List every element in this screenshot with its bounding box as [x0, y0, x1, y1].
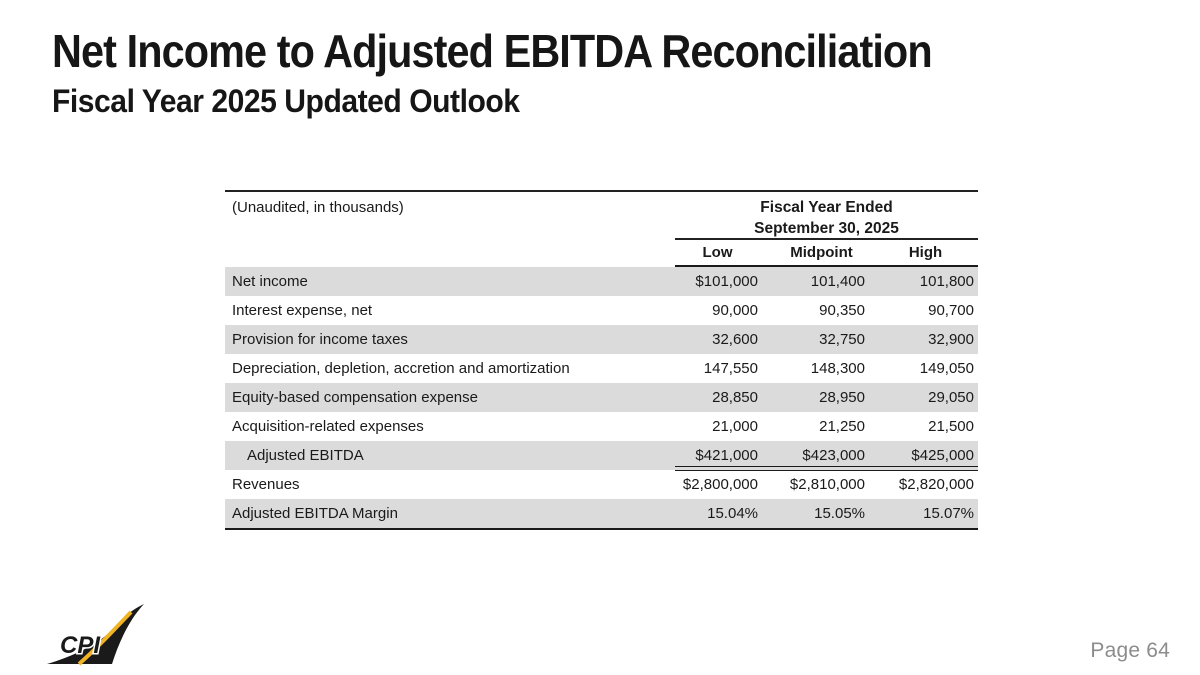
table-body: Net income $101,000 101,400 101,800 Inte…	[225, 267, 978, 530]
row-label: Equity-based compensation expense	[232, 389, 478, 406]
value-high: 149,050	[919, 360, 974, 377]
value-low: 21,000	[712, 418, 758, 435]
period-header-line2: September 30, 2025	[754, 220, 899, 237]
column-header-midpoint: Midpoint	[790, 244, 853, 261]
value-midpoint: 28,950	[819, 389, 865, 406]
table-row: Adjusted EBITDA Margin 15.04% 15.05% 15.…	[225, 499, 978, 528]
title-block: Net Income to Adjusted EBITDA Reconcilia…	[52, 25, 1029, 119]
value-low: $101,000	[695, 273, 758, 290]
logo-text: CPI	[60, 632, 101, 659]
cpi-logo: CPI	[46, 601, 146, 667]
row-label: Revenues	[232, 476, 300, 493]
value-high: 15.07%	[923, 505, 974, 522]
row-label: Provision for income taxes	[232, 331, 408, 348]
value-midpoint: 32,750	[819, 331, 865, 348]
page-number: Page 64	[1090, 639, 1170, 662]
value-low: $2,800,000	[682, 476, 758, 493]
value-midpoint: $2,810,000	[789, 476, 865, 493]
value-midpoint: 90,350	[819, 302, 865, 319]
value-high: 101,800	[919, 273, 974, 290]
table-header: (Unaudited, in thousands) Fiscal Year En…	[225, 192, 978, 240]
row-label: Adjusted EBITDA	[247, 447, 364, 464]
value-low: 15.04%	[707, 505, 758, 522]
reconciliation-table: (Unaudited, in thousands) Fiscal Year En…	[225, 190, 978, 530]
table-row: Equity-based compensation expense 28,850…	[225, 383, 978, 412]
row-label: Acquisition-related expenses	[232, 418, 424, 435]
table-row-adjusted-ebitda: Adjusted EBITDA $421,000 $423,000 $425,0…	[225, 441, 978, 471]
value-midpoint: $423,000	[802, 447, 865, 464]
column-header-high: High	[908, 244, 943, 261]
column-header-low: Low	[702, 244, 733, 261]
value-low: $421,000	[695, 447, 758, 464]
period-header-line1: Fiscal Year Ended	[760, 199, 893, 216]
row-label: Adjusted EBITDA Margin	[232, 505, 398, 522]
table-row: Net income $101,000 101,400 101,800	[225, 267, 978, 296]
table-row: Depreciation, depletion, accretion and a…	[225, 354, 978, 383]
table-row: Acquisition-related expenses 21,000 21,2…	[225, 412, 978, 441]
page-title: Net Income to Adjusted EBITDA Reconcilia…	[52, 25, 933, 77]
column-header-spacer	[225, 240, 675, 267]
period-header: Fiscal Year Ended September 30, 2025	[675, 192, 978, 240]
road-logo-icon: CPI	[47, 604, 144, 666]
table-row: Interest expense, net 90,000 90,350 90,7…	[225, 296, 978, 325]
page-subtitle: Fiscal Year 2025 Updated Outlook	[52, 82, 520, 119]
value-low: 147,550	[703, 360, 758, 377]
value-high: $2,820,000	[898, 476, 974, 493]
unaudited-note: (Unaudited, in thousands)	[232, 199, 404, 216]
value-high: $425,000	[911, 447, 974, 464]
table-row: Provision for income taxes 32,600 32,750…	[225, 325, 978, 354]
value-midpoint: 148,300	[810, 360, 865, 377]
value-high: 21,500	[928, 418, 974, 435]
value-low: 32,600	[712, 331, 758, 348]
value-midpoint: 21,250	[819, 418, 865, 435]
value-low: 28,850	[712, 389, 758, 406]
value-midpoint: 15.05%	[814, 505, 865, 522]
row-label: Interest expense, net	[232, 302, 373, 319]
row-label: Net income	[232, 273, 308, 290]
value-midpoint: 101,400	[810, 273, 865, 290]
column-header-row: Low Midpoint High	[225, 240, 978, 267]
table-row: Revenues $2,800,000 $2,810,000 $2,820,00…	[225, 470, 978, 499]
column-headers: Low Midpoint High	[675, 240, 978, 267]
value-low: 90,000	[712, 302, 758, 319]
value-high: 90,700	[928, 302, 974, 319]
row-label: Depreciation, depletion, accretion and a…	[232, 360, 570, 377]
value-high: 29,050	[928, 389, 974, 406]
value-high: 32,900	[928, 331, 974, 348]
